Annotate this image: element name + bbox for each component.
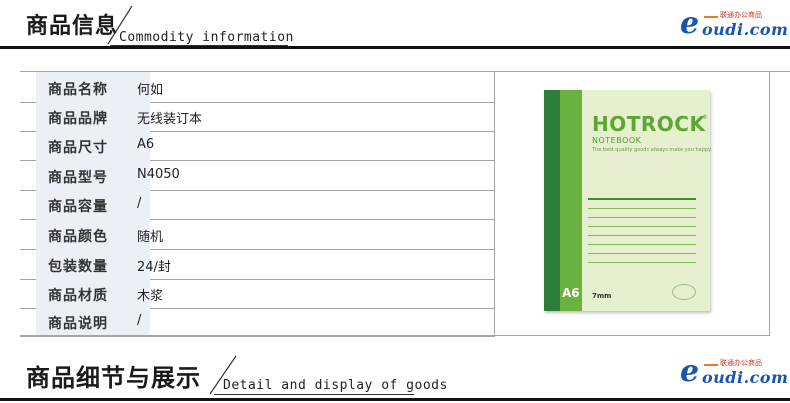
spec-value: A6 — [137, 137, 155, 152]
commodity-info-header: 商品信息 Commodity information e 联通办公商品 oudi… — [0, 0, 790, 49]
spec-value: / — [137, 196, 142, 211]
line-spacing-mark: 7mm — [592, 292, 612, 300]
spec-value: 无线装订本 — [137, 112, 203, 127]
eoudi-logo[interactable]: e 联通办公商品 oudi.com — [680, 6, 788, 41]
spec-label: 商品型号 — [48, 170, 108, 186]
logo-tagline: 联通办公商品 — [720, 359, 762, 367]
title-underline — [214, 394, 414, 395]
table-row: 商品品牌 无线装订本 — [20, 101, 495, 132]
table-top-border — [20, 71, 790, 72]
table-row: 包装数量 24/封 — [20, 249, 495, 280]
spec-label: 包装数量 — [48, 259, 108, 275]
spec-label: 商品尺寸 — [48, 140, 108, 156]
slash-divider-icon — [209, 355, 237, 395]
spec-value: / — [137, 313, 142, 328]
logo-dash — [704, 364, 718, 366]
section-title-zh: 商品细节与展示 — [26, 364, 201, 392]
table-row: 商品材质 木浆 — [20, 278, 495, 309]
section-title-en: Commodity information — [119, 30, 294, 45]
notebook-brand: HOTROCK — [592, 112, 706, 136]
size-mark: A6 — [562, 286, 580, 300]
logo-text: oudi.com — [702, 368, 789, 387]
slash-divider-icon — [107, 5, 133, 45]
table-divider — [494, 71, 495, 335]
notebook-product-image: A6 HOTROCK ® NOTEBOOK The best quality g… — [544, 90, 712, 311]
eoudi-logo[interactable]: e 联通办公商品 oudi.com — [680, 354, 788, 389]
spec-label: 商品容量 — [48, 199, 108, 215]
spec-value: N4050 — [137, 167, 180, 182]
spec-value: 何如 — [137, 83, 164, 98]
table-bottom-border — [20, 335, 770, 336]
cover-rule — [588, 253, 696, 254]
logo-dash — [704, 16, 718, 18]
section-title-zh: 商品信息 — [26, 14, 119, 39]
logo-e: e — [680, 354, 700, 389]
table-row: 商品型号 N4050 — [20, 160, 495, 191]
cover-rule — [588, 208, 696, 209]
spec-label: 商品品牌 — [48, 111, 108, 127]
registered-mark: ® — [702, 114, 708, 121]
spec-label: 商品名称 — [48, 82, 108, 98]
table-right-border — [769, 71, 770, 335]
table-row: 商品尺寸 A6 — [20, 130, 495, 161]
spec-value: 随机 — [137, 230, 164, 245]
spec-label: 商品材质 — [48, 288, 108, 304]
section-title-en: Detail and display of goods — [223, 378, 448, 393]
table-row: 商品说明 / — [20, 306, 495, 337]
spec-label: 商品颜色 — [48, 229, 108, 245]
title-underline — [110, 45, 288, 46]
cover-rule — [588, 226, 696, 227]
spine-dark — [544, 90, 560, 311]
notebook-subtitle: NOTEBOOK — [592, 136, 642, 145]
spec-value: 24/封 — [137, 260, 171, 275]
cover-rule — [588, 198, 696, 200]
spine-light — [560, 90, 582, 311]
cover-rule — [588, 217, 696, 218]
logo-text: oudi.com — [702, 20, 789, 39]
notebook-slogan: The best quality goods always make you h… — [592, 147, 712, 153]
spec-label: 商品说明 — [48, 316, 108, 332]
detail-display-header: 商品细节与展示 Detail and display of goods e 联通… — [0, 352, 790, 401]
cover-rule — [588, 235, 696, 236]
header-bar — [0, 46, 790, 49]
table-row: 商品名称 何如 — [20, 72, 495, 103]
table-row: 商品颜色 随机 — [20, 219, 495, 250]
table-row: 商品容量 / — [20, 189, 495, 220]
logo-e: e — [680, 6, 700, 41]
cover-seal-icon — [672, 284, 696, 300]
cover-rule — [588, 262, 696, 263]
header-bar — [0, 398, 790, 401]
logo-tagline: 联通办公商品 — [720, 11, 762, 19]
cover-rule — [588, 244, 696, 245]
spec-value: 木浆 — [137, 289, 164, 304]
